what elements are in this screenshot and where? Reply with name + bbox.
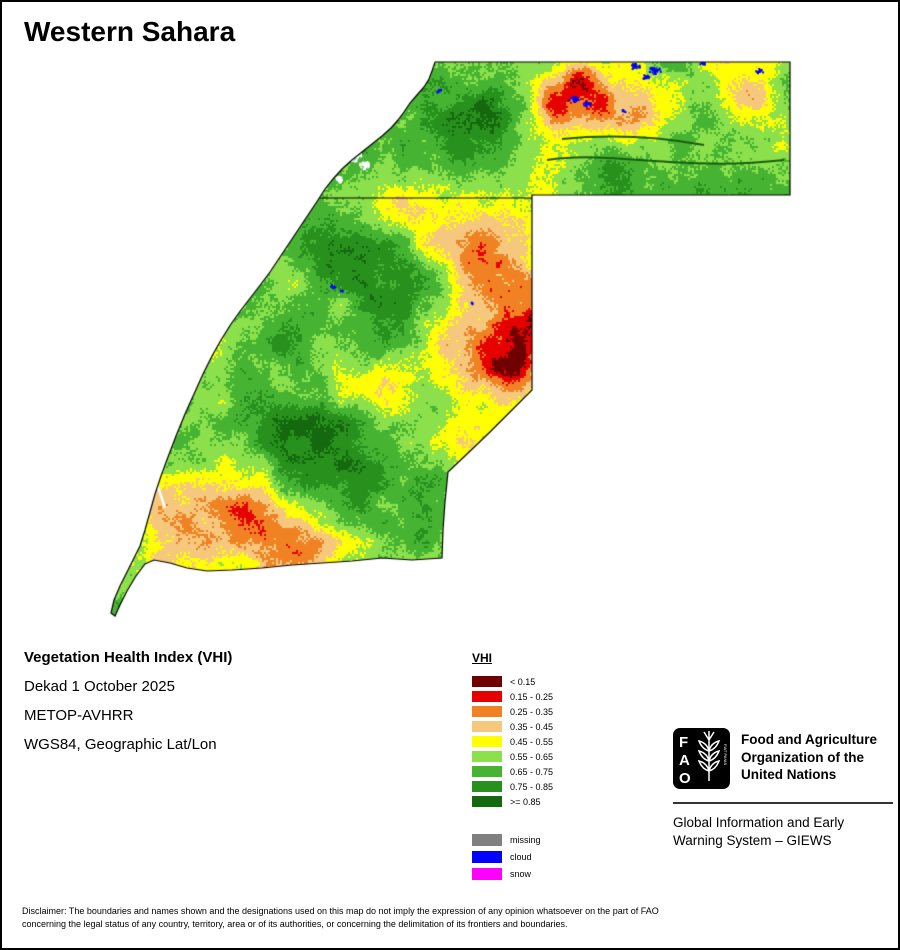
legend-label: missing <box>510 834 541 845</box>
legend: VHI < 0.15 0.15 - 0.25 0.25 - 0.35 0.35 - 0… <box>472 651 553 882</box>
legend-swatch <box>472 781 502 792</box>
legend-swatch <box>472 766 502 777</box>
legend-row: >= 0.85 <box>472 794 553 809</box>
map-info-block: Vegetation Health Index (VHI) Dekad 1 Oc… <box>24 649 232 765</box>
fao-logo-letter-f: F <box>679 734 688 751</box>
legend-row: missing <box>472 831 553 848</box>
giews-label: Global Information and Early Warning Sys… <box>673 815 845 848</box>
legend-row: 0.55 - 0.65 <box>472 749 553 764</box>
legend-row: 0.45 - 0.55 <box>472 734 553 749</box>
legend-row: 0.15 - 0.25 <box>472 689 553 704</box>
fao-logo-letter-a: A <box>679 752 690 769</box>
legend-swatch <box>472 721 502 732</box>
legend-label: 0.55 - 0.65 <box>510 751 554 762</box>
legend-swatch <box>472 736 502 747</box>
disclaimer-text: Disclaimer: The boundaries and names sho… <box>22 906 659 929</box>
fao-org-name: Food and Agriculture Organization of the… <box>741 732 877 782</box>
legend-label: 0.25 - 0.35 <box>510 706 554 717</box>
legend-label: < 0.15 <box>510 676 536 687</box>
page-title: Western Sahara <box>24 16 236 47</box>
wheat-icon <box>697 731 721 781</box>
legend-row: cloud <box>472 848 553 865</box>
legend-label: 0.65 - 0.75 <box>510 766 554 777</box>
legend-swatch <box>472 676 502 687</box>
legend-row: 0.65 - 0.75 <box>472 764 553 779</box>
legend-label: >= 0.85 <box>510 796 541 807</box>
fao-logo-letter-o: O <box>679 770 691 787</box>
info-sensor: METOP-AVHRR <box>24 707 134 724</box>
legend-label: 0.45 - 0.55 <box>510 736 554 747</box>
legend-label: 0.75 - 0.85 <box>510 781 554 792</box>
legend-label: cloud <box>510 851 532 862</box>
legend-row: 0.75 - 0.85 <box>472 779 553 794</box>
legend-extras: missing cloud snow <box>472 831 553 882</box>
fao-logo-emblem: F A O FIAT PANIS <box>673 728 730 789</box>
legend-swatch <box>472 751 502 762</box>
fao-logo: F A O FIAT PANIS <box>673 728 730 789</box>
divider-line <box>673 802 893 804</box>
legend-swatch <box>472 796 502 807</box>
legend-title: VHI <box>472 651 493 665</box>
info-dekad: Dekad 1 October 2025 <box>24 678 175 695</box>
info-projection: WGS84, Geographic Lat/Lon <box>24 736 217 753</box>
legend-row: snow <box>472 865 553 882</box>
info-vhi-title: Vegetation Health Index (VHI) <box>24 649 233 666</box>
legend-classes: < 0.15 0.15 - 0.25 0.25 - 0.35 0.35 - 0.45 0… <box>472 674 553 809</box>
legend-swatch <box>472 706 502 717</box>
fao-block: F A O FIAT PANIS <box>673 728 893 850</box>
legend-swatch <box>472 850 502 863</box>
legend-label: snow <box>510 868 532 879</box>
legend-row: < 0.15 <box>472 674 553 689</box>
legend-swatch <box>472 867 502 880</box>
legend-label: 0.35 - 0.45 <box>510 721 554 732</box>
legend-label: 0.15 - 0.25 <box>510 691 554 702</box>
fao-motto: FIAT PANIS <box>723 744 728 765</box>
legend-row: 0.25 - 0.35 <box>472 704 553 719</box>
legend-row: 0.35 - 0.45 <box>472 719 553 734</box>
legend-swatch <box>472 691 502 702</box>
legend-swatch <box>472 833 502 846</box>
vhi-map-canvas <box>2 2 898 642</box>
